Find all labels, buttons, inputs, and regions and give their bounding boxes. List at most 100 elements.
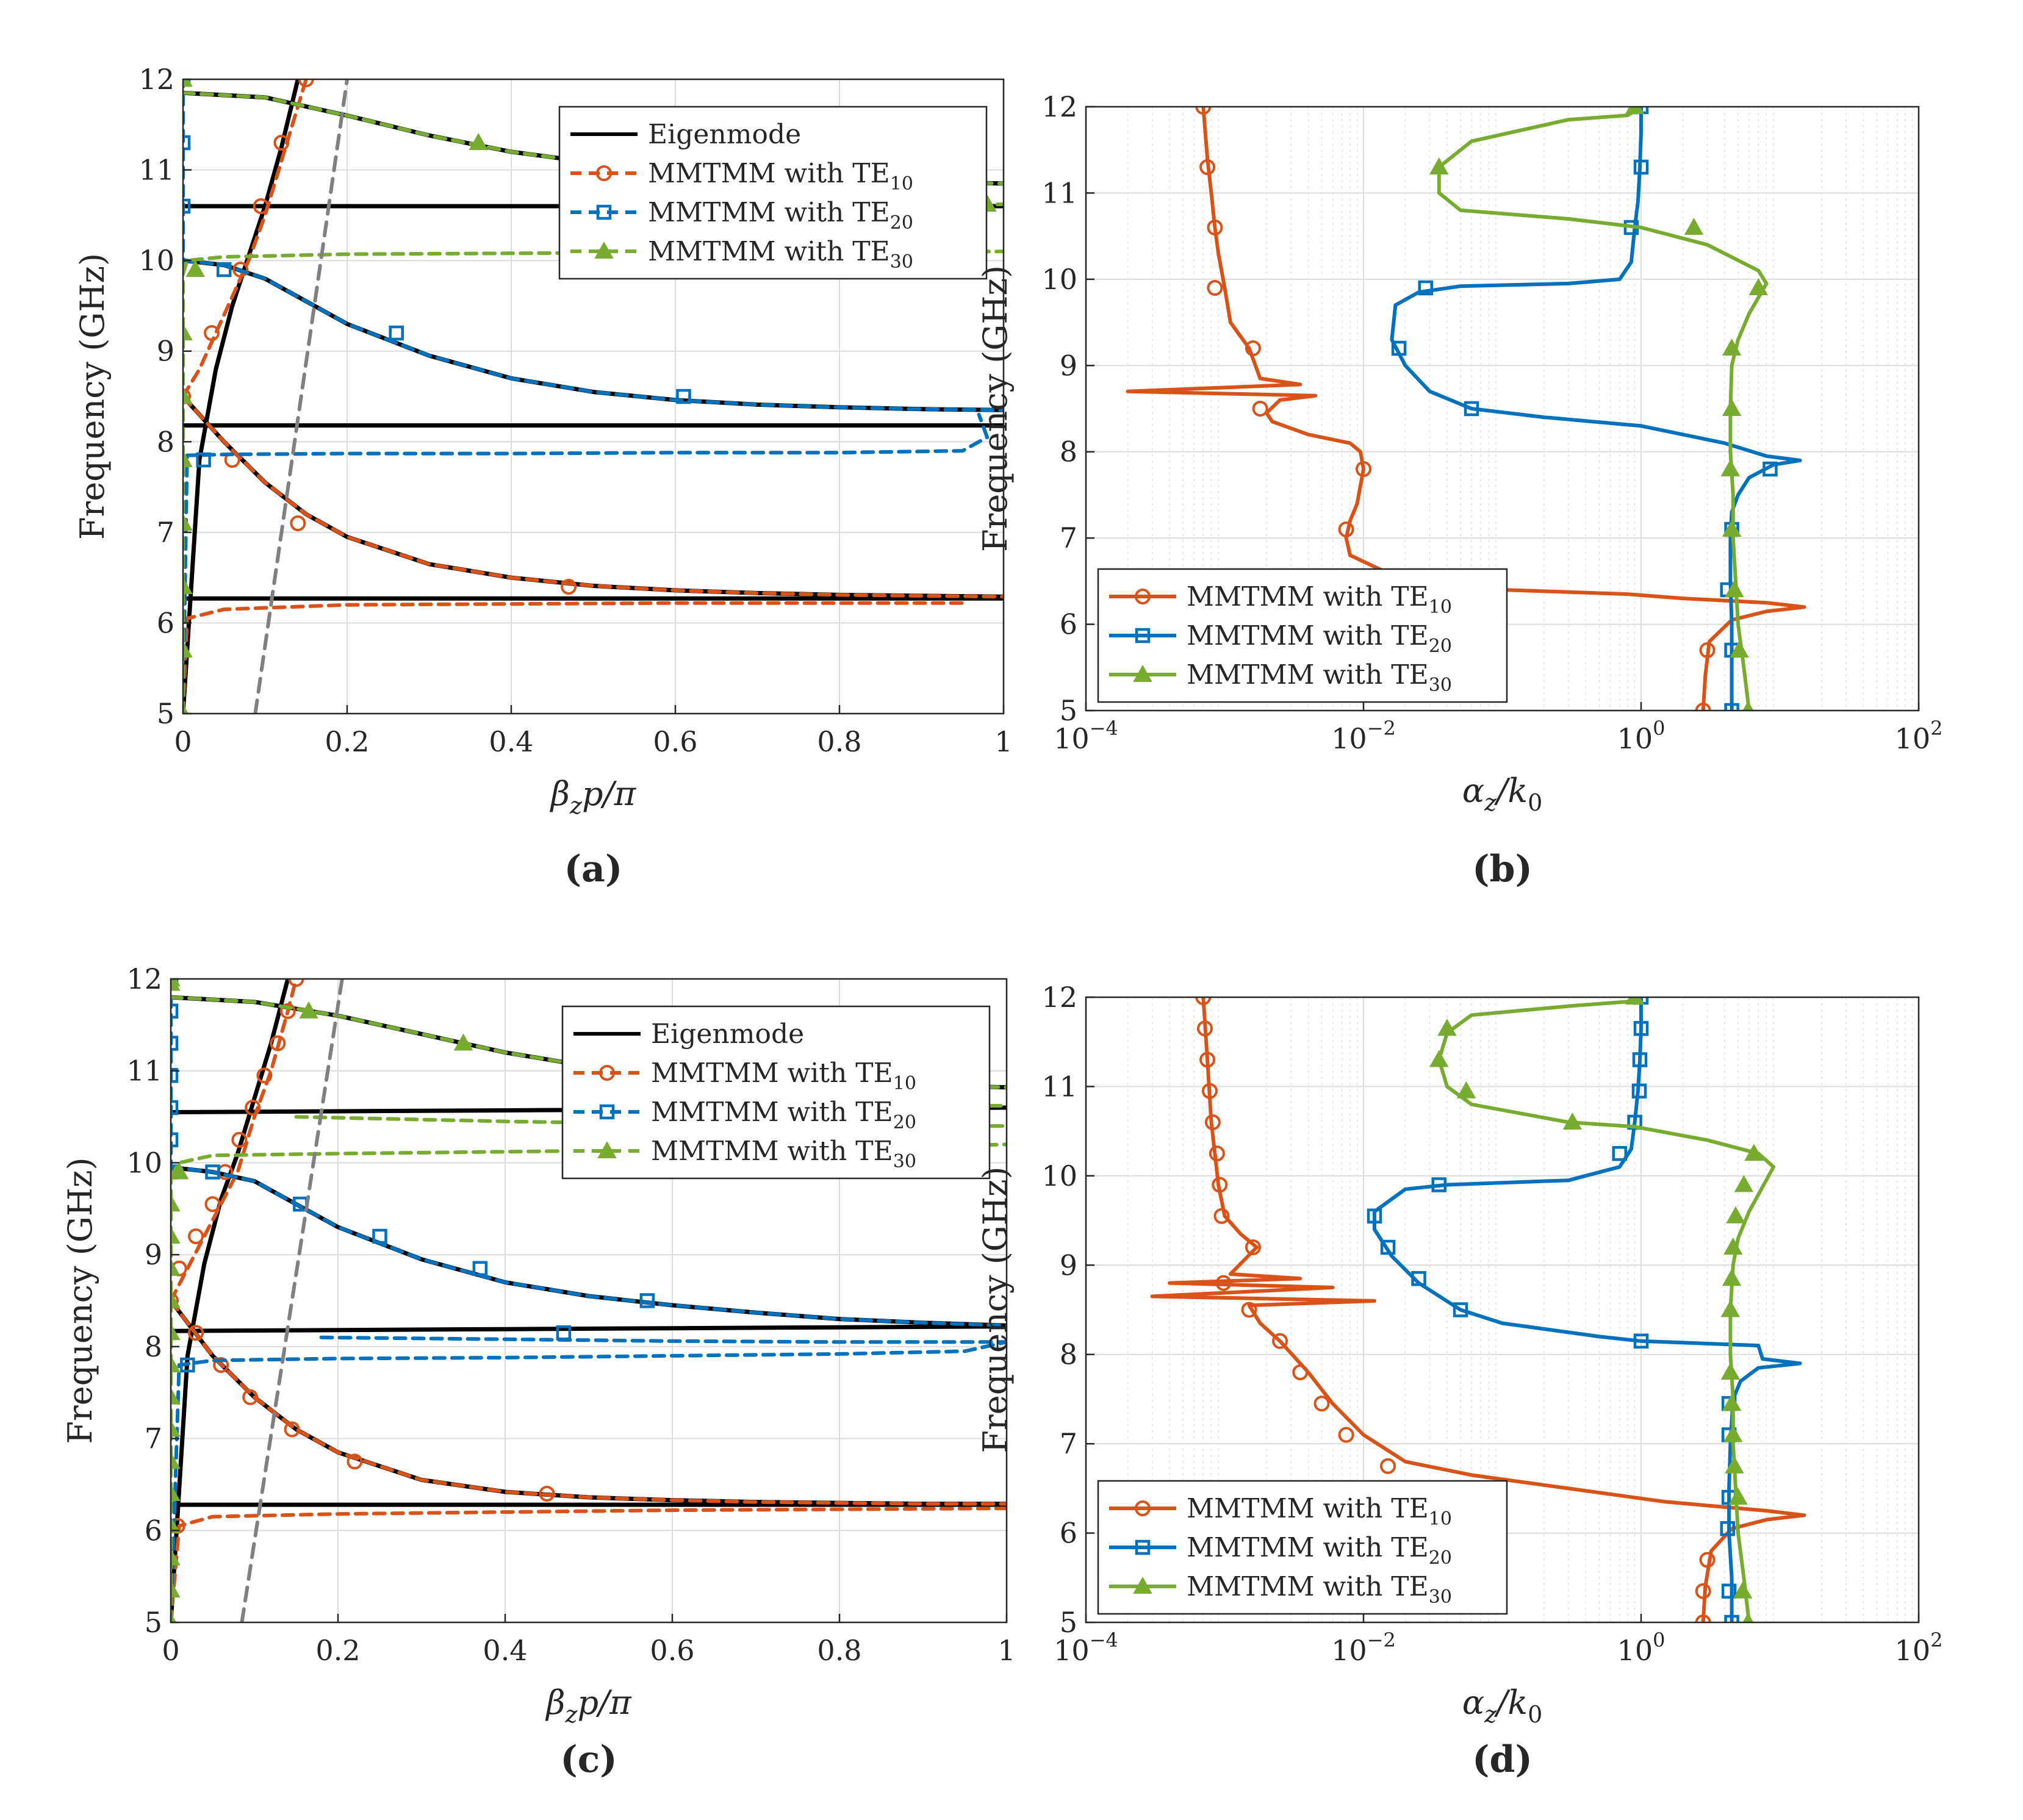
data-point bbox=[1135, 1500, 1151, 1516]
data-point bbox=[1338, 521, 1354, 537]
data-point bbox=[1292, 1364, 1309, 1380]
data-point bbox=[273, 135, 290, 151]
data-point bbox=[1338, 1427, 1354, 1443]
data-point bbox=[1212, 1177, 1228, 1193]
y-tick-label: 6 bbox=[1060, 608, 1077, 641]
data-point bbox=[596, 165, 612, 181]
data-point bbox=[196, 452, 211, 468]
series-curve bbox=[1393, 107, 1643, 307]
data-point bbox=[188, 1228, 204, 1244]
legend-label: MMTMM with TE10 bbox=[1187, 1493, 1452, 1530]
data-point bbox=[1744, 1144, 1764, 1161]
data-point bbox=[183, 389, 191, 404]
y-tick-label: 6 bbox=[157, 606, 174, 639]
series-curve bbox=[171, 1340, 1007, 1622]
legend-label: MMTMM with TE20 bbox=[648, 197, 913, 234]
data-point bbox=[1431, 1177, 1447, 1192]
data-point bbox=[183, 640, 193, 657]
data-point bbox=[1356, 461, 1371, 477]
y-axis-title: Frequency (GHz) bbox=[976, 1166, 1015, 1453]
data-point bbox=[171, 1419, 181, 1437]
y-tick-label: 7 bbox=[145, 1422, 162, 1455]
data-point bbox=[185, 259, 205, 277]
data-point bbox=[1429, 157, 1449, 174]
series-mmtmm-with-te30 bbox=[1429, 107, 1769, 711]
data-point bbox=[183, 135, 191, 151]
series-mmtmm-with-te20 bbox=[183, 79, 1004, 714]
legend-item: MMTMM with TE30 bbox=[1109, 659, 1452, 696]
series-curve bbox=[183, 259, 1004, 412]
data-point bbox=[1437, 1019, 1457, 1036]
series-curve bbox=[183, 395, 1004, 599]
data-point bbox=[183, 576, 193, 594]
x-tick-label: 0.8 bbox=[817, 725, 861, 758]
data-point bbox=[1453, 1302, 1468, 1317]
plot-area bbox=[183, 79, 1004, 714]
y-tick-label: 12 bbox=[1041, 90, 1077, 123]
legend-label: MMTMM with TE30 bbox=[651, 1136, 916, 1172]
data-point bbox=[183, 450, 193, 467]
data-point bbox=[1695, 703, 1711, 711]
data-point bbox=[183, 79, 193, 87]
x-tick-label: 0.8 bbox=[817, 1634, 861, 1667]
data-point bbox=[171, 1323, 181, 1341]
data-point bbox=[1213, 1208, 1230, 1224]
series-curve bbox=[171, 1166, 1007, 1328]
y-tick-label: 10 bbox=[1041, 263, 1077, 296]
data-point bbox=[1699, 642, 1716, 658]
data-point bbox=[205, 1164, 220, 1180]
legend-item: MMTMM with TE30 bbox=[570, 236, 913, 273]
y-tick-label: 9 bbox=[1060, 349, 1077, 382]
series-curve bbox=[1567, 217, 1769, 711]
series-mmtmm-with-te20 bbox=[1367, 997, 1802, 1622]
series-curve bbox=[171, 1299, 1007, 1506]
data-point bbox=[290, 515, 306, 531]
axes-frame bbox=[1085, 106, 1920, 712]
x-tick-label: 0.6 bbox=[653, 725, 697, 758]
ticks: 5 6 7 8 9 10 11 12 10−4 10−2 100 102 bbox=[1041, 90, 1942, 755]
legend-item: MMTMM with TE20 bbox=[573, 1097, 916, 1133]
x-tick-label: 102 bbox=[1895, 1628, 1943, 1667]
axes-frame bbox=[170, 978, 1008, 1624]
legend-item: MMTMM with TE20 bbox=[1109, 620, 1452, 657]
y-tick-label: 8 bbox=[1060, 1338, 1077, 1371]
y-tick-label: 7 bbox=[1060, 521, 1077, 554]
y-tick-label: 7 bbox=[157, 516, 174, 549]
data-point bbox=[453, 1033, 473, 1051]
legend-label: MMTMM with TE10 bbox=[651, 1058, 916, 1094]
data-point bbox=[171, 1483, 181, 1501]
data-point bbox=[1722, 338, 1742, 356]
data-point bbox=[1720, 1362, 1741, 1380]
y-tick-label: 10 bbox=[138, 244, 174, 277]
data-point bbox=[539, 1486, 555, 1502]
data-point bbox=[279, 1003, 296, 1019]
data-point bbox=[298, 79, 314, 87]
ticks: 5 6 7 8 9 10 11 12 0 0.2 0.4 0.6 0.8 1 bbox=[126, 962, 1015, 1667]
data-point bbox=[1633, 159, 1649, 175]
x-tick-label: 0 bbox=[162, 1634, 179, 1667]
series-curve bbox=[1265, 398, 1365, 557]
data-point bbox=[1456, 1081, 1476, 1098]
data-point bbox=[270, 1035, 286, 1052]
data-point bbox=[372, 1228, 387, 1244]
chart-d: 5 6 7 8 9 10 11 12 10−4 10−2 100 102 αz/k0 Frequency … bbox=[976, 981, 1942, 1781]
data-point bbox=[171, 1162, 189, 1180]
series-mmtmm-with-te30 bbox=[1429, 997, 1776, 1622]
data-point bbox=[171, 1291, 181, 1308]
series-curve bbox=[1126, 376, 1318, 402]
series-curve bbox=[253, 79, 349, 714]
y-tick-label: 10 bbox=[1041, 1159, 1077, 1192]
data-point bbox=[1197, 1020, 1213, 1037]
y-tick-label: 11 bbox=[1041, 176, 1077, 209]
data-point bbox=[1695, 1614, 1711, 1622]
data-point bbox=[1418, 280, 1433, 296]
y-tick-label: 5 bbox=[1060, 1606, 1077, 1639]
legend-label: Eigenmode bbox=[651, 1019, 804, 1050]
series-curve bbox=[1437, 107, 1640, 221]
x-tick-label: 10−2 bbox=[1331, 1628, 1396, 1667]
legend-label: MMTMM with TE10 bbox=[1187, 581, 1452, 618]
y-tick-label: 12 bbox=[138, 63, 174, 96]
data-point bbox=[171, 1068, 179, 1083]
